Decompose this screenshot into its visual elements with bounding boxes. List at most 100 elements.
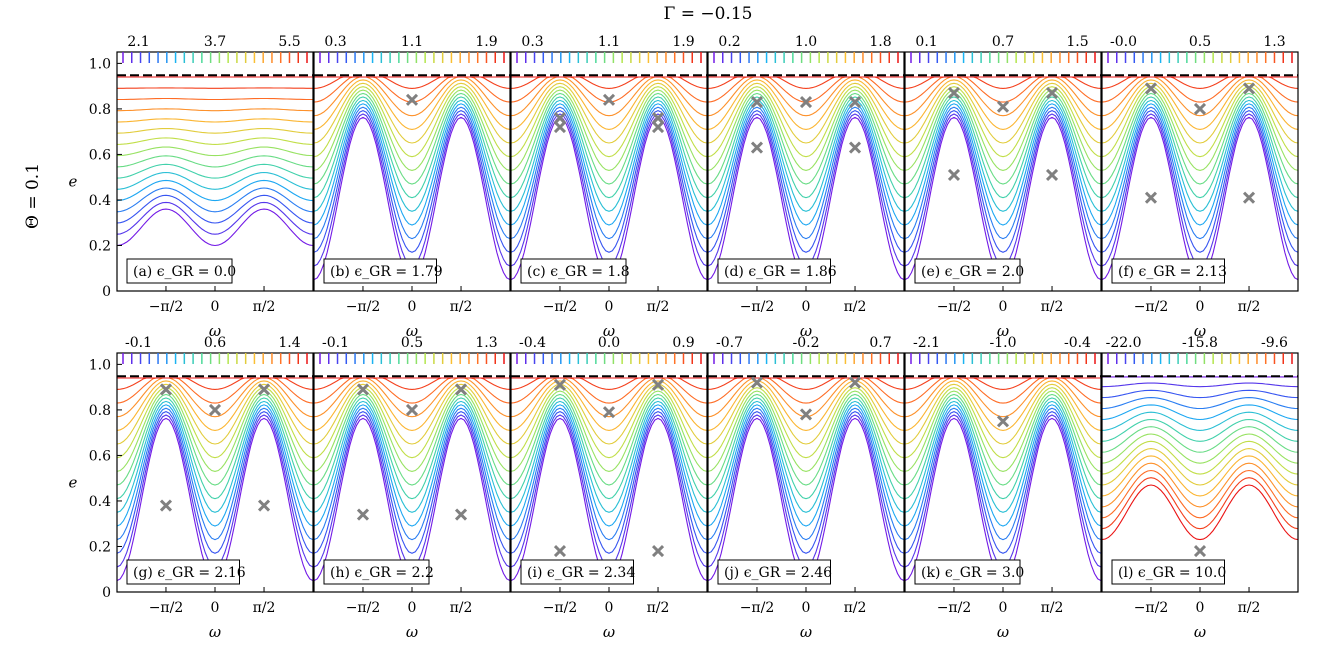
contour-line: [117, 163, 313, 179]
contour-line: [314, 89, 510, 171]
x-tick-label: π/2: [1041, 600, 1064, 616]
equilibrium-marker: [750, 96, 764, 109]
contour-line: [511, 79, 707, 130]
panels-group: 2.1 3.7 5.5 −π/2 0 π/2 ω 0 0.2 0.4 0.6 0.8 1.0 e (a) ϵ…: [69, 34, 1299, 641]
colorbar-tick-label: 1.5: [1066, 34, 1088, 50]
contour-line: [314, 82, 510, 144]
equilibrium-marker: [750, 141, 764, 154]
x-tick-label: −π/2: [937, 600, 972, 616]
y-tick-label: 1.0: [89, 56, 111, 72]
colorbar-tick-label: 0.3: [324, 34, 346, 50]
contour-area: [511, 74, 707, 281]
y-tick-label: 0.2: [89, 238, 111, 254]
panel-b: 0.3 1.1 1.9 −π/2 0 π/2 ω (b) ϵ_GR = 1.79: [313, 34, 511, 340]
equilibrium-marker: [848, 141, 862, 154]
contour-line: [117, 108, 313, 112]
equilibrium-marker: [799, 96, 813, 109]
contour-line: [314, 404, 510, 527]
panel-d: 0.2 1.0 1.8 −π/2 0 π/2 ω (d) ϵ_GR = 1.86: [707, 34, 905, 340]
contour-line: [511, 76, 707, 103]
contour-line: [511, 76, 707, 117]
contour-area: [905, 375, 1101, 582]
y-axis-label: e: [69, 474, 78, 492]
contour-line: [117, 194, 313, 224]
x-tick-label: 0: [605, 299, 614, 315]
contour-line: [511, 390, 707, 472]
contour-line: [511, 410, 707, 554]
x-axis-label: ω: [209, 322, 221, 340]
contour-line: [314, 387, 510, 459]
figure-title: Γ = −0.15: [664, 4, 753, 24]
colorbar-tick-label: 0.3: [521, 34, 543, 50]
contour-line: [905, 390, 1101, 472]
equilibrium-marker: [602, 406, 616, 419]
panel-label-box: [1111, 559, 1225, 585]
equilibrium-marker: [159, 383, 173, 396]
contour-line: [314, 109, 510, 253]
panel-label: (h) ϵ_GR = 2.2: [330, 565, 434, 581]
contour-area: [117, 375, 313, 582]
contour-line: [511, 377, 707, 404]
colorbar-tick-label: 1.1: [401, 34, 423, 50]
x-tick-label: π/2: [844, 600, 867, 616]
contour-line: [511, 89, 707, 171]
contour-area: [905, 74, 1101, 281]
colorbar-tick-label: -0.2: [793, 335, 820, 351]
panel-label: (i) ϵ_GR = 2.34: [527, 565, 635, 581]
x-tick-label: 0: [211, 600, 220, 616]
contour-line: [905, 106, 1101, 240]
equilibrium-marker: [356, 508, 370, 521]
contour-line: [117, 171, 313, 190]
x-axis-label: ω: [997, 623, 1009, 641]
x-tick-label: 0: [999, 600, 1008, 616]
contour-line: [905, 116, 1101, 281]
contour-line: [117, 397, 313, 500]
colorbar-tick-label: 0.5: [401, 335, 423, 351]
contour-line: [1102, 76, 1298, 103]
contour-line: [511, 407, 707, 541]
y-axis-label: e: [69, 173, 78, 191]
panel-label: (l) ϵ_GR = 10.0: [1118, 565, 1226, 581]
contour-line: [1102, 426, 1298, 453]
contour-line: [511, 397, 707, 500]
contour-line: [314, 410, 510, 554]
y-tick-label: 0: [102, 585, 111, 601]
contour-line: [905, 76, 1101, 103]
panel-k: -2.1 -1.0 -0.4 −π/2 0 π/2 ω (k) ϵ_GR = 3.0: [904, 335, 1102, 641]
contour-line: [314, 86, 510, 158]
x-tick-label: −π/2: [740, 299, 775, 315]
contour-line: [905, 377, 1101, 418]
contour-line: [1102, 382, 1298, 388]
contour-line: [314, 103, 510, 226]
contour-area: [314, 375, 510, 582]
contour-line: [1102, 469, 1298, 519]
contour-line: [314, 383, 510, 445]
colorbar-tick-label: -0.7: [716, 335, 743, 351]
contour-line: [1102, 96, 1298, 199]
x-tick-label: −π/2: [543, 600, 578, 616]
equilibrium-marker: [848, 376, 862, 389]
contour-line: [117, 410, 313, 554]
y-tick-label: 0.6: [89, 448, 111, 464]
panel-label-box: [520, 559, 634, 585]
contour-line: [708, 76, 904, 117]
panel-a: 2.1 3.7 5.5 −π/2 0 π/2 ω 0 0.2 0.4 0.6 0.8 1.0 e (a) ϵ…: [69, 34, 314, 340]
equilibrium-marker: [159, 499, 173, 512]
contour-line: [314, 79, 510, 130]
colorbar-tick-label: 1.3: [475, 335, 497, 351]
contour-line: [708, 407, 904, 541]
colorbar-tick-label: 1.9: [475, 34, 497, 50]
contour-line: [905, 89, 1101, 171]
x-tick-label: 0: [408, 299, 417, 315]
panel-g: -0.1 0.6 1.4 −π/2 0 π/2 ω 0 0.2 0.4 0.6 0.8 1.0 e (g) …: [69, 335, 314, 641]
colorbar-tick-label: 1.3: [1263, 34, 1285, 50]
panel-label-box: [126, 559, 240, 585]
contour-line: [117, 400, 313, 513]
x-axis-label: ω: [406, 623, 418, 641]
contour-area: [1102, 375, 1298, 558]
colorbar-tick-label: -0.4: [1064, 335, 1091, 351]
x-axis-label: ω: [209, 623, 221, 641]
equilibrium-marker: [1144, 191, 1158, 204]
equilibrium-marker: [208, 403, 222, 416]
